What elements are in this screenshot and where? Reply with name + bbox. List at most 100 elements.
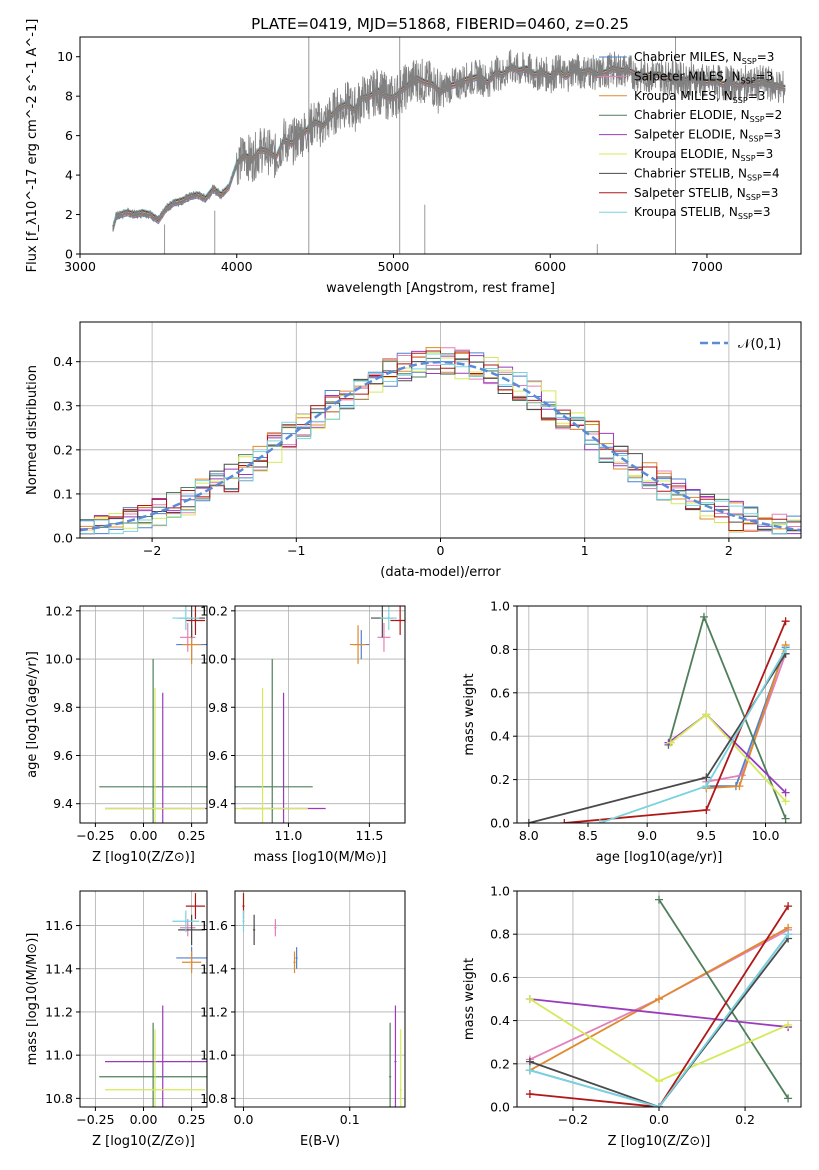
y-axis-label: mass weight (462, 673, 477, 755)
x-tick-label: −1 (287, 543, 305, 558)
x-axis-label: Z [log10(Z/Z⊙)] (92, 1134, 195, 1149)
legend-label: Kroupa MILES, NSSP=3 (634, 89, 765, 105)
axes-frame (234, 605, 406, 824)
y-tick-label: 6 (65, 128, 73, 143)
weight-marker (784, 930, 793, 939)
panel-residuals: −2 −1 0 1 2 0.0 0.1 0.2 0.3 0.4 (data-model)/error… (25, 321, 802, 580)
weight-marker (702, 805, 711, 814)
x-axis-label: E(B-V) (300, 1134, 340, 1149)
axes-frame (234, 890, 406, 1108)
y-tick-label: 0.6 (490, 970, 510, 985)
weight-marker (702, 773, 711, 782)
x-tick-label: 4000 (221, 259, 253, 274)
legend-count: =3 (756, 69, 774, 83)
y-tick-label: 0.1 (53, 486, 73, 501)
y-tick-label: 0 (65, 247, 73, 262)
legend-subscript: SSP (750, 115, 765, 124)
weight-marker (781, 617, 790, 626)
y-tick-label: 9.6 (208, 748, 228, 763)
weight-marker (655, 1103, 663, 1107)
x-tick-label: −0.2 (558, 1112, 588, 1127)
y-tick-label: 11.2 (45, 1004, 73, 1019)
legend-entry: Kroupa STELIB, NSSP=3 (599, 205, 771, 221)
x-tick-label: 8.5 (578, 828, 598, 843)
weight-marker (784, 902, 793, 911)
x-tick-label: 0.1 (340, 1112, 360, 1127)
x-tick-label: 0.0 (234, 1112, 254, 1127)
x-tick-label: 6000 (534, 259, 566, 274)
weight-marker (702, 710, 711, 719)
legend-entry: Salpeter ELODIE, NSSP=3 (599, 128, 781, 144)
legend-label: Kroupa STELIB, NSSP=3 (634, 205, 771, 221)
y-tick-label: 0.0 (490, 816, 510, 831)
legend-subscript: SSP (746, 193, 761, 202)
legend-subscript: SSP (747, 173, 762, 182)
y-tick-label: 0.0 (490, 1100, 510, 1115)
y-tick-label: 1.0 (490, 599, 510, 614)
x-tick-label: 2 (725, 543, 733, 558)
y-tick-label: 9.4 (208, 796, 228, 811)
y-tick-label: 0.8 (490, 642, 510, 657)
legend-label: Salpeter STELIB, NSSP=3 (634, 186, 778, 202)
weight-marker (666, 738, 675, 747)
y-tick-label: 11.6 (200, 918, 228, 933)
y-tick-label: 0.2 (490, 1056, 510, 1071)
legend-count: =3 (756, 147, 774, 161)
weight-marker (781, 645, 790, 654)
plot-area (112, 37, 786, 254)
legend-subscript: SSP (748, 135, 763, 144)
y-tick-label: 10.2 (200, 603, 228, 618)
x-tick-label: 10.0 (752, 828, 780, 843)
legend-subscript: SSP (738, 212, 753, 221)
legend-entry: Kroupa ELODIE, NSSP=3 (599, 147, 773, 163)
plot-area (80, 347, 801, 535)
x-tick-label: 0.25 (178, 828, 206, 843)
y-axis-label: mass [log10(M/M⊙)] (25, 933, 40, 1066)
y-tick-label: 11.0 (45, 1048, 73, 1063)
weight-marker (781, 797, 790, 806)
y-tick-label: 0.6 (490, 685, 510, 700)
x-tick-label: 0.00 (130, 828, 158, 843)
x-tick-label: 7000 (691, 259, 723, 274)
y-tick-label: 1.0 (490, 884, 510, 899)
legend-entry: Salpeter STELIB, NSSP=3 (599, 186, 778, 202)
panel-age_vs_Z: −0.25 0.00 0.25 9.4 9.6 9.8 10.0 10.2 Z [log10(Z… (25, 603, 208, 865)
legend-label: Chabrier MILES, NSSP=3 (634, 50, 774, 66)
weight-marker (655, 995, 663, 1003)
weight-marker (784, 1020, 793, 1029)
y-tick-label: 8 (65, 89, 73, 104)
axes-frame (516, 890, 802, 1108)
x-axis-label: age [log10(age/yr)] (596, 850, 723, 865)
y-tick-label: 10.8 (45, 1091, 73, 1106)
weight-marker (655, 1077, 663, 1086)
y-axis-label: age [log10(age/yr)] (25, 651, 40, 778)
plot-area (524, 612, 790, 823)
y-tick-label: 0.3 (53, 398, 73, 413)
y-tick-label: 11.2 (200, 1004, 228, 1019)
x-axis-label: (data-model)/error (380, 565, 501, 580)
y-tick-label: 11.4 (200, 961, 228, 976)
x-tick-label: 8.0 (519, 828, 539, 843)
weight-marker (781, 814, 790, 823)
axes-frame (79, 36, 802, 255)
y-tick-label: 0.4 (490, 1013, 510, 1028)
legend-subscript: SSP (741, 154, 756, 163)
y-axis-label: Flux [f_λ10^-17 erg cm^-2 s^-1 A^-1] (25, 19, 40, 273)
legend-label: Salpeter ELODIE, NSSP=3 (634, 128, 781, 144)
axes-frame (516, 605, 802, 824)
legend-entry: Chabrier ELODIE, NSSP=2 (599, 108, 782, 124)
y-tick-label: 0.8 (490, 927, 510, 942)
y-tick-label: 9.4 (53, 796, 73, 811)
panel-mass_vs_EBV: 0.0 0.1 10.8 11.0 11.2 11.4 11.6 E(B-V) (200, 890, 406, 1149)
weight-line (658, 899, 789, 1099)
legend-entry: Salpeter MILES, NSSP=3 (599, 69, 773, 85)
weight-marker (781, 788, 790, 797)
weight-marker (655, 895, 663, 904)
legend-label: Chabrier ELODIE, NSSP=2 (634, 108, 782, 124)
weight-line (529, 933, 789, 1107)
y-tick-label: 2 (65, 207, 73, 222)
plot-area (235, 606, 405, 823)
y-axis-label: Normed distribution (25, 365, 40, 495)
x-axis-label: Z [log10(Z/Z⊙)] (608, 1134, 711, 1149)
x-axis-label: wavelength [Angstrom, rest frame] (326, 281, 555, 296)
